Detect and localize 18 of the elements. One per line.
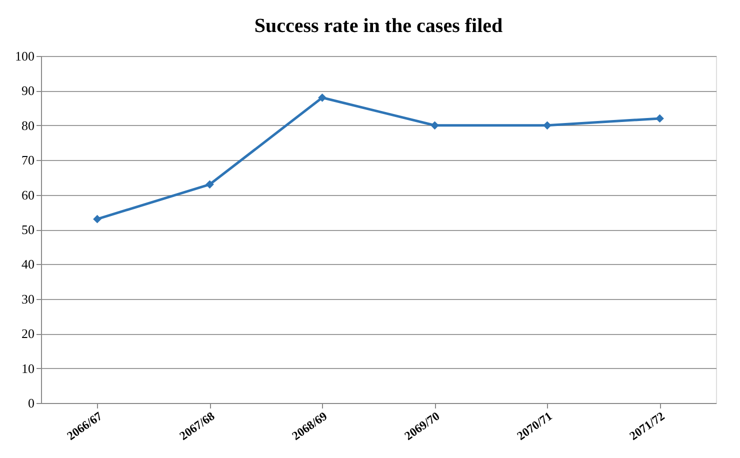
point: [543, 121, 552, 130]
y-tick-label: 90: [22, 83, 34, 98]
y-tick-label: 70: [22, 152, 34, 168]
chart-title: Success rate in the cases filed: [254, 15, 503, 37]
point: [206, 180, 214, 189]
point: [93, 214, 102, 224]
y-tick-label: 30: [22, 291, 34, 306]
y-tick-label: 20: [22, 326, 34, 342]
y-tick-label: 10: [22, 360, 34, 376]
y-tick-label: 60: [22, 187, 34, 202]
y-tick-label: 50: [22, 222, 34, 237]
y-tick-label: 0: [28, 396, 34, 410]
y-tick-label: 100: [15, 48, 34, 64]
point: [430, 121, 439, 130]
y-tick-label: 80: [22, 118, 34, 133]
point: [318, 93, 326, 102]
point: [656, 114, 664, 123]
y-tick-label: 40: [22, 256, 34, 272]
